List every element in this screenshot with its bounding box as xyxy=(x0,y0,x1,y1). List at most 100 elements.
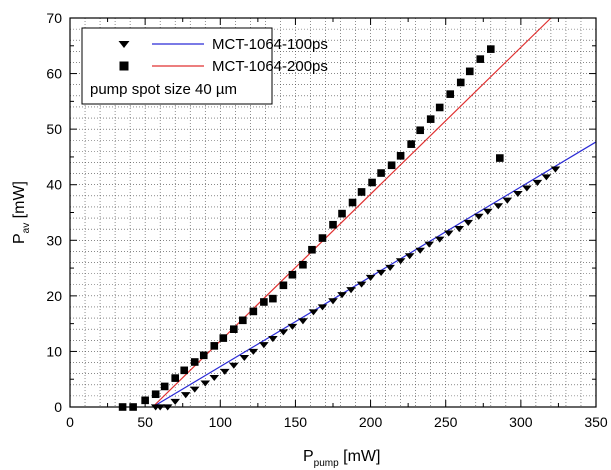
data-point-series-1 xyxy=(317,304,328,311)
data-point-series-2 xyxy=(407,140,415,148)
legend: MCT-1064-100ps MCT-1064-200ps pump spot si… xyxy=(81,27,328,105)
data-point-series-2 xyxy=(456,78,465,87)
fit-line-series-2 xyxy=(152,17,552,408)
x-tick-label: 0 xyxy=(66,414,74,430)
data-point-series-1 xyxy=(395,258,406,265)
data-point-series-2 xyxy=(190,358,199,366)
data-point-series-2 xyxy=(396,152,405,160)
x-tick-label: 200 xyxy=(359,414,383,430)
data-point-series-2 xyxy=(435,103,444,112)
data-point-series-1 xyxy=(513,191,523,198)
data-point-series-2 xyxy=(160,382,169,391)
data-point-series-1 xyxy=(482,208,493,215)
data-point-series-1 xyxy=(434,236,445,243)
data-point-series-1 xyxy=(365,274,376,281)
data-point-series-1 xyxy=(308,309,319,316)
data-point-series-1 xyxy=(424,241,434,248)
x-tick-label: 150 xyxy=(284,414,308,430)
y-tick-label: 40 xyxy=(46,177,62,193)
x-tick-label: 350 xyxy=(584,414,608,430)
data-point-series-1 xyxy=(541,174,552,181)
data-point-series-1 xyxy=(550,166,561,173)
data-point-series-2 xyxy=(476,55,485,63)
data-point-series-2 xyxy=(496,154,504,162)
data-point-series-2 xyxy=(269,294,277,303)
y-tick-label: 60 xyxy=(46,66,62,82)
data-point-series-2 xyxy=(249,307,258,316)
data-point-series-1 xyxy=(415,247,425,254)
data-point-series-2 xyxy=(465,67,474,76)
data-point-series-1 xyxy=(463,219,474,226)
data-point-series-2 xyxy=(299,260,307,269)
fit-lines xyxy=(152,17,597,408)
data-point-series-1 xyxy=(493,203,504,210)
data-point-series-2 xyxy=(329,220,337,229)
data-point-series-2 xyxy=(239,316,247,325)
data-point-series-1 xyxy=(502,197,513,204)
data-point-series-1 xyxy=(337,292,347,299)
data-point-series-1 xyxy=(239,354,250,361)
data-point-series-1 xyxy=(473,213,484,220)
data-point-series-2 xyxy=(368,178,376,187)
legend-label-1: MCT-1064-100ps xyxy=(212,36,328,53)
data-point-series-1 xyxy=(356,281,367,288)
data-point-series-1 xyxy=(346,287,356,294)
x-axis-label: Ppump [mW] xyxy=(303,448,380,469)
fit-line-series-1 xyxy=(152,141,597,408)
data-point-series-2 xyxy=(279,281,288,290)
data-point-series-1 xyxy=(229,362,239,369)
data-point-series-2 xyxy=(151,390,160,399)
axes: 0 50 100 150 200 250 300 350 0 10 20 30 40 50 60 70 Ppum… xyxy=(11,10,608,469)
data-point-series-2 xyxy=(180,366,189,375)
data-point-series-1 xyxy=(522,185,532,192)
data-point-series-1 xyxy=(200,380,211,387)
legend-marker-2 xyxy=(119,61,129,71)
y-tick-label: 20 xyxy=(46,288,62,304)
data-point-series-1 xyxy=(248,348,259,355)
y-tick-label: 10 xyxy=(46,343,62,359)
y-axis-label: Pav [mW] xyxy=(11,181,32,244)
data-markers xyxy=(118,45,561,411)
data-point-series-1 xyxy=(376,269,386,276)
data-point-series-1 xyxy=(298,318,308,325)
data-point-series-1 xyxy=(180,392,191,399)
data-point-series-1 xyxy=(170,398,180,405)
y-tick-label: 50 xyxy=(46,121,62,137)
data-point-series-2 xyxy=(446,90,455,98)
data-point-series-1 xyxy=(219,368,230,375)
data-point-series-1 xyxy=(532,179,543,186)
data-point-series-2 xyxy=(487,45,495,53)
data-point-series-1 xyxy=(328,298,338,305)
data-point-series-1 xyxy=(259,342,269,349)
data-point-series-2 xyxy=(171,374,179,382)
data-point-series-1 xyxy=(454,226,465,233)
data-point-series-1 xyxy=(404,253,415,260)
data-point-series-2 xyxy=(348,198,357,207)
x-tick-label: 300 xyxy=(509,414,533,430)
y-tick-label: 30 xyxy=(46,232,62,248)
x-tick-label: 250 xyxy=(434,414,458,430)
data-point-series-1 xyxy=(189,386,200,393)
data-point-series-1 xyxy=(278,329,289,336)
data-point-series-2 xyxy=(230,325,238,333)
legend-label-2: MCT-1064-200ps xyxy=(212,58,328,75)
data-point-series-1 xyxy=(385,264,395,271)
data-point-series-2 xyxy=(387,161,396,170)
data-point-series-1 xyxy=(287,323,298,330)
data-point-series-2 xyxy=(288,270,297,279)
data-point-series-2 xyxy=(377,169,385,177)
x-tick-label: 100 xyxy=(209,414,233,430)
data-point-series-2 xyxy=(338,209,346,218)
data-point-series-2 xyxy=(219,334,228,342)
x-tick-label: 50 xyxy=(137,414,153,430)
data-point-series-2 xyxy=(260,298,268,306)
data-point-series-2 xyxy=(210,342,219,350)
data-point-series-2 xyxy=(357,188,366,196)
y-tick-label: 70 xyxy=(46,10,62,26)
data-point-series-1 xyxy=(209,374,220,382)
data-point-series-1 xyxy=(443,230,454,237)
legend-annotation: pump spot size 40 µm xyxy=(90,81,237,98)
data-point-series-2 xyxy=(426,115,435,123)
data-point-series-2 xyxy=(318,234,327,242)
